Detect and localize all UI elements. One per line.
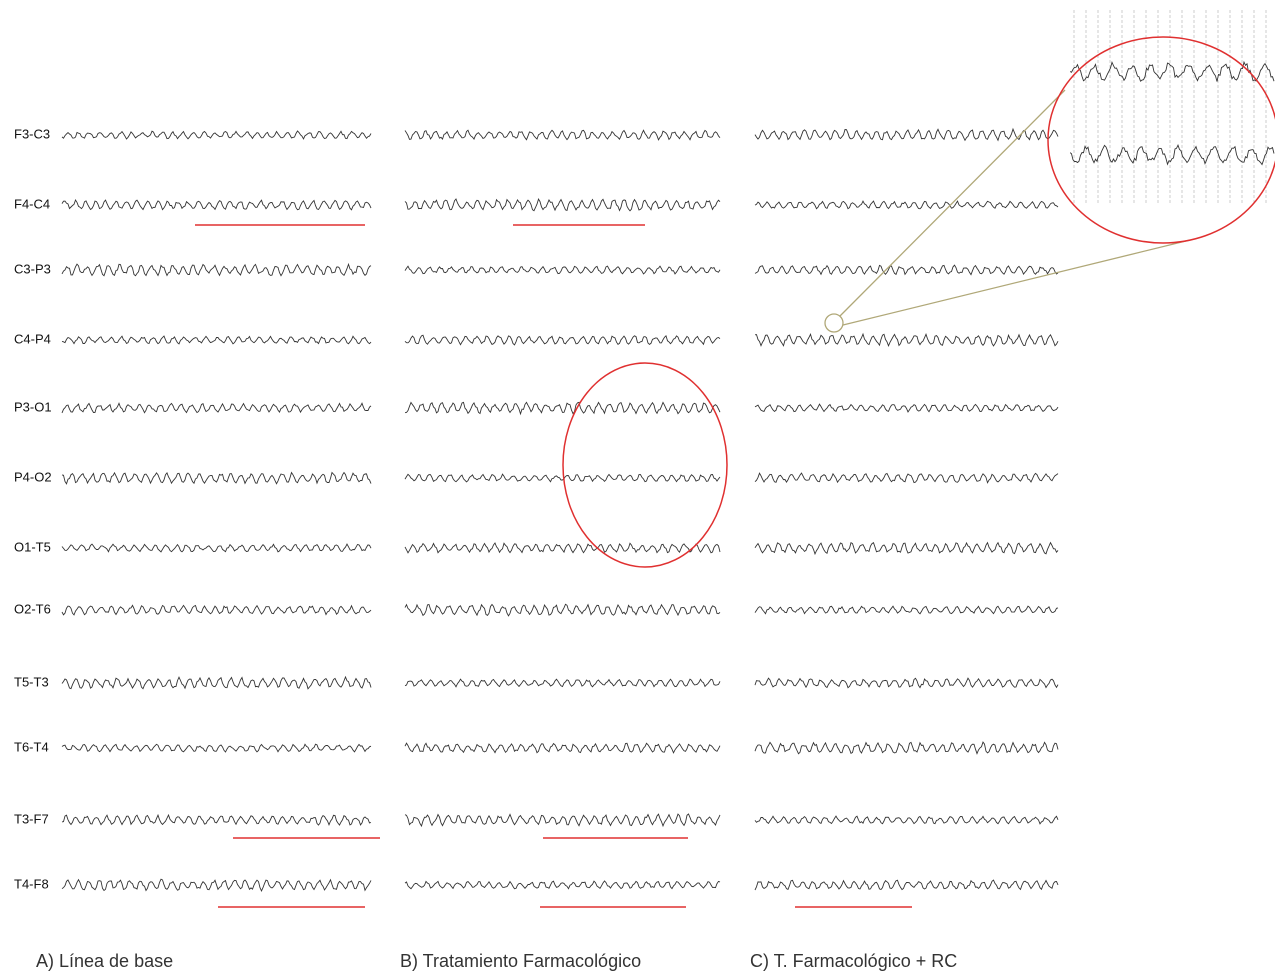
zoom-inset: [1070, 10, 1275, 205]
panel-caption: A) Línea de base: [36, 951, 173, 971]
eeg-trace: [61, 402, 372, 414]
eeg-trace: [404, 813, 721, 828]
eeg-trace: [754, 605, 1059, 615]
zoom-line: [842, 239, 1191, 326]
eeg-trace: [404, 742, 721, 754]
inset-content: [1070, 10, 1275, 205]
eeg-trace: [754, 403, 1059, 413]
eeg-trace: [754, 332, 1059, 348]
eeg-trace: [404, 197, 721, 212]
channel-label: T3-F7: [14, 811, 49, 826]
annotations: [195, 224, 912, 908]
channel-labels: F3-C3 F4-C4 C3-P3 C4-P4 P3-O1 P4-O2 O1-T5 O2-T6…: [14, 126, 52, 891]
eeg-trace: [754, 200, 1059, 210]
eeg-trace: [404, 880, 721, 890]
eeg-trace: [404, 542, 721, 554]
eeg-trace: [61, 878, 372, 892]
eeg-trace: [61, 262, 372, 277]
eeg-trace: [61, 604, 372, 616]
captions: A) Línea de base B) Tratamiento Farmacoló…: [36, 951, 957, 971]
eeg-trace: [754, 264, 1059, 276]
channel-label: F3-C3: [14, 126, 50, 141]
eeg-trace: [61, 130, 372, 140]
eeg-trace: [754, 472, 1059, 484]
zoom-source: [824, 313, 844, 333]
traces: [61, 127, 1059, 892]
channel-label: C3-P3: [14, 261, 51, 276]
panel-caption: C) T. Farmacológico + RC: [750, 951, 957, 971]
channel-label: P4-O2: [14, 469, 52, 484]
red-ellipse: [562, 362, 728, 568]
eeg-trace: [754, 541, 1059, 556]
zoom-connector: [824, 89, 1191, 333]
channel-label: T4-F8: [14, 876, 49, 891]
channel-label: T5-T3: [14, 674, 49, 689]
eeg-trace: [404, 603, 721, 617]
channel-label: F4-C4: [14, 196, 50, 211]
eeg-trace: [61, 471, 372, 485]
eeg-trace: [404, 129, 721, 141]
zoom-ellipse: [1047, 36, 1275, 244]
eeg-trace: [754, 741, 1059, 755]
eeg-trace: [404, 334, 721, 346]
eeg-trace: [61, 198, 372, 211]
channel-label: T6-T4: [14, 739, 49, 754]
eeg-trace: [754, 879, 1059, 891]
eeg-trace: [61, 743, 372, 753]
eeg-trace: [61, 335, 372, 345]
eeg-trace: [404, 265, 721, 275]
channel-label: C4-P4: [14, 331, 51, 346]
channel-label: O2-T6: [14, 601, 51, 616]
eeg-trace: [61, 813, 372, 827]
eeg-trace: [754, 127, 1059, 142]
channel-label: O1-T5: [14, 539, 51, 554]
eeg-trace: [61, 543, 372, 553]
eeg-trace: [1070, 144, 1275, 166]
eeg-trace: [61, 675, 372, 690]
eeg-trace: [754, 815, 1059, 825]
channel-label: P3-O1: [14, 399, 52, 414]
zoom-line: [839, 89, 1066, 317]
eeg-trace: [404, 678, 721, 688]
eeg-trace: [1070, 60, 1275, 82]
eeg-trace: [754, 677, 1059, 689]
eeg-trace: [404, 401, 721, 416]
eeg-trace: [404, 473, 721, 483]
panel-caption: B) Tratamiento Farmacológico: [400, 951, 641, 971]
